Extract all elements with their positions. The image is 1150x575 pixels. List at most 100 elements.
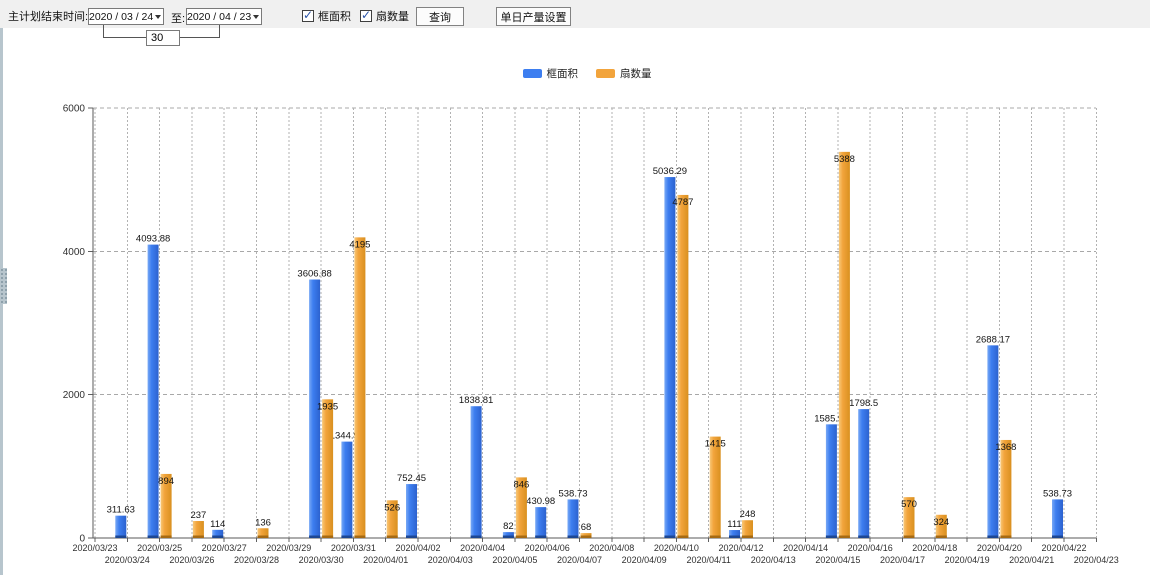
checkbox-checked-icon[interactable] xyxy=(360,8,372,22)
fan-count-checkbox[interactable]: 扇数量 xyxy=(360,8,409,24)
bar-base xyxy=(309,535,321,538)
interval-days-input[interactable] xyxy=(147,31,179,45)
bar-base xyxy=(567,535,579,538)
bar-value-label: 570 xyxy=(901,499,917,510)
bar-base xyxy=(212,535,224,538)
bar-扇数量 xyxy=(1000,439,1012,538)
dropdown-arrow-icon[interactable] xyxy=(251,9,261,24)
to-label: 至: xyxy=(171,13,186,25)
bar-框面积 xyxy=(502,532,514,538)
bar-扇数量 xyxy=(903,497,915,538)
bar-value-label: 82 xyxy=(503,521,514,532)
bar-框面积 xyxy=(987,345,999,538)
bar-框面积 xyxy=(212,529,224,538)
bar-框面积 xyxy=(825,424,837,538)
frame-area-checkbox[interactable]: 框面积 xyxy=(302,8,351,24)
checkbox-checked-icon[interactable] xyxy=(302,8,314,22)
bar-框面积 xyxy=(729,530,740,538)
bar-base xyxy=(987,535,999,538)
plan-end-time-label: 主计划结束时间: xyxy=(8,11,89,23)
bar-扇数量 xyxy=(709,436,721,538)
bar-value-label: 894 xyxy=(158,476,174,487)
connector-line xyxy=(219,25,220,38)
x-axis-label: 2020/04/04 xyxy=(460,543,505,553)
bar-value-label: 4093.88 xyxy=(136,234,170,245)
daily-output-settings-label: 单日产量设置 xyxy=(500,11,567,24)
bar-value-label: 538.73 xyxy=(1043,488,1072,499)
bar-value-label: 311.63 xyxy=(107,505,135,516)
dropdown-arrow-icon[interactable] xyxy=(153,9,163,24)
bar-value-label: 237 xyxy=(190,510,206,521)
bar-value-label: 2688.17 xyxy=(976,334,1010,345)
start-date-picker[interactable]: 2020 / 03 / 24 xyxy=(88,8,164,25)
interval-days-box xyxy=(146,30,180,46)
legend-label: 框面积 xyxy=(546,68,579,80)
x-axis-label: 2020/03/26 xyxy=(169,555,214,565)
bar-value-label: 538.73 xyxy=(558,488,587,499)
bar-base xyxy=(515,535,527,538)
bar-base xyxy=(709,535,721,538)
bar-base xyxy=(470,535,482,538)
legend-swatch-blue xyxy=(522,69,542,78)
x-axis-label: 2020/04/02 xyxy=(395,543,440,553)
x-axis-label: 2020/03/24 xyxy=(105,555,150,565)
bar-base xyxy=(257,535,269,538)
x-axis-label: 2020/03/23 xyxy=(72,543,117,553)
bar-value-label: 752.45 xyxy=(397,473,426,484)
bar-框面积 xyxy=(115,515,127,538)
bar-框面积 xyxy=(406,484,417,538)
bar-扇数量 xyxy=(386,500,398,538)
bar-base xyxy=(354,535,366,538)
bar-框面积 xyxy=(858,409,870,538)
bar-value-label: 5036.29 xyxy=(653,166,687,177)
bar-base xyxy=(502,535,514,538)
x-axis-label: 2020/03/25 xyxy=(137,543,182,553)
bar-base xyxy=(729,535,740,538)
bar-value-label: 1838.81 xyxy=(459,395,493,406)
bar-框面积 xyxy=(535,507,547,538)
bar-base xyxy=(677,535,689,538)
bar-base xyxy=(825,535,837,538)
bar-base xyxy=(322,535,334,538)
bar-value-label: 846 xyxy=(513,479,529,490)
bar-value-label: 3606.88 xyxy=(297,269,331,280)
end-date-value: 2020 / 04 / 23 xyxy=(187,10,252,23)
bar-扇数量 xyxy=(677,194,689,538)
splitter-drag-handle-icon[interactable] xyxy=(0,268,7,304)
daily-output-settings-button[interactable]: 单日产量设置 xyxy=(496,7,571,26)
bar-value-label: 5388 xyxy=(834,154,855,165)
bar-base xyxy=(580,535,592,538)
legend-item-fan-count[interactable]: 扇数量 xyxy=(596,66,652,81)
bar-value-label: 4787 xyxy=(672,197,693,208)
bar-扇数量 xyxy=(322,399,334,538)
x-axis-label: 2020/04/20 xyxy=(977,543,1022,553)
frame-area-checkbox-label: 框面积 xyxy=(318,11,351,23)
bar-扇数量 xyxy=(838,151,850,539)
end-date-picker[interactable]: 2020 / 04 / 23 xyxy=(186,8,262,25)
x-axis-label: 2020/04/16 xyxy=(848,543,893,553)
x-axis-label: 2020/04/05 xyxy=(492,555,537,565)
bar-base xyxy=(160,535,172,538)
bar-value-label: 1368 xyxy=(995,442,1016,453)
bar-base xyxy=(935,535,947,538)
query-button[interactable]: 查询 xyxy=(416,7,464,26)
x-axis-label: 2020/04/06 xyxy=(525,543,570,553)
connector-line xyxy=(103,25,104,38)
legend-item-frame-area[interactable]: 框面积 xyxy=(522,66,579,81)
bar-value-label: 114 xyxy=(210,519,225,530)
y-axis-label: 4000 xyxy=(63,247,86,258)
bar-扇数量 xyxy=(935,514,947,538)
x-axis-label: 2020/04/09 xyxy=(622,555,667,565)
bar-base xyxy=(903,535,915,538)
fan-count-checkbox-label: 扇数量 xyxy=(376,11,409,23)
x-axis-label: 2020/04/03 xyxy=(428,555,473,565)
y-axis-label: 2000 xyxy=(63,390,86,401)
bar-框面积 xyxy=(664,177,676,538)
x-axis-label: 2020/04/15 xyxy=(815,555,860,565)
bar-扇数量 xyxy=(515,477,527,538)
bar-value-label: 324 xyxy=(933,517,949,528)
bar-value-label: 1935 xyxy=(317,401,338,412)
bar-value-label: 136 xyxy=(255,517,271,528)
bar-base xyxy=(535,535,547,538)
